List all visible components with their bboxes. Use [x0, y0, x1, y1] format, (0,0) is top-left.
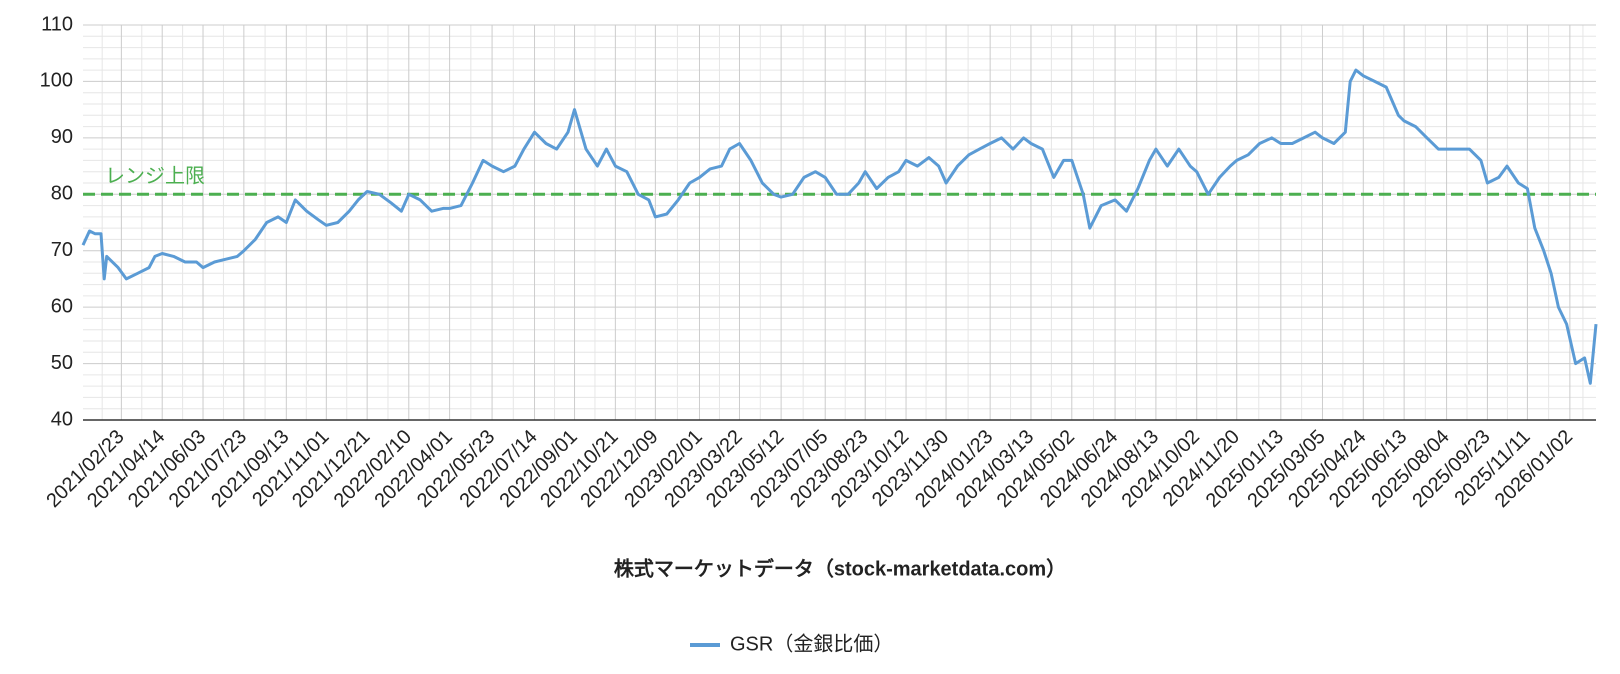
y-tick-label: 70: [51, 239, 73, 261]
line: [81, 68, 1598, 385]
y-tick-label: 80: [51, 183, 73, 205]
y-tick-label: 90: [51, 126, 73, 148]
y-tick-label: 40: [51, 408, 73, 430]
y-tick-label: 50: [51, 352, 73, 374]
x-axis-title: 株式マーケットデータ（stock-marketdata.com）: [614, 556, 1066, 580]
y-tick-label: 100: [40, 70, 73, 92]
legend-label: GSR（金銀比価）: [730, 632, 893, 655]
reference-label: レンジ上限: [105, 165, 205, 188]
y-tick-label: 60: [51, 295, 73, 317]
y-tick-label: 110: [41, 13, 73, 35]
